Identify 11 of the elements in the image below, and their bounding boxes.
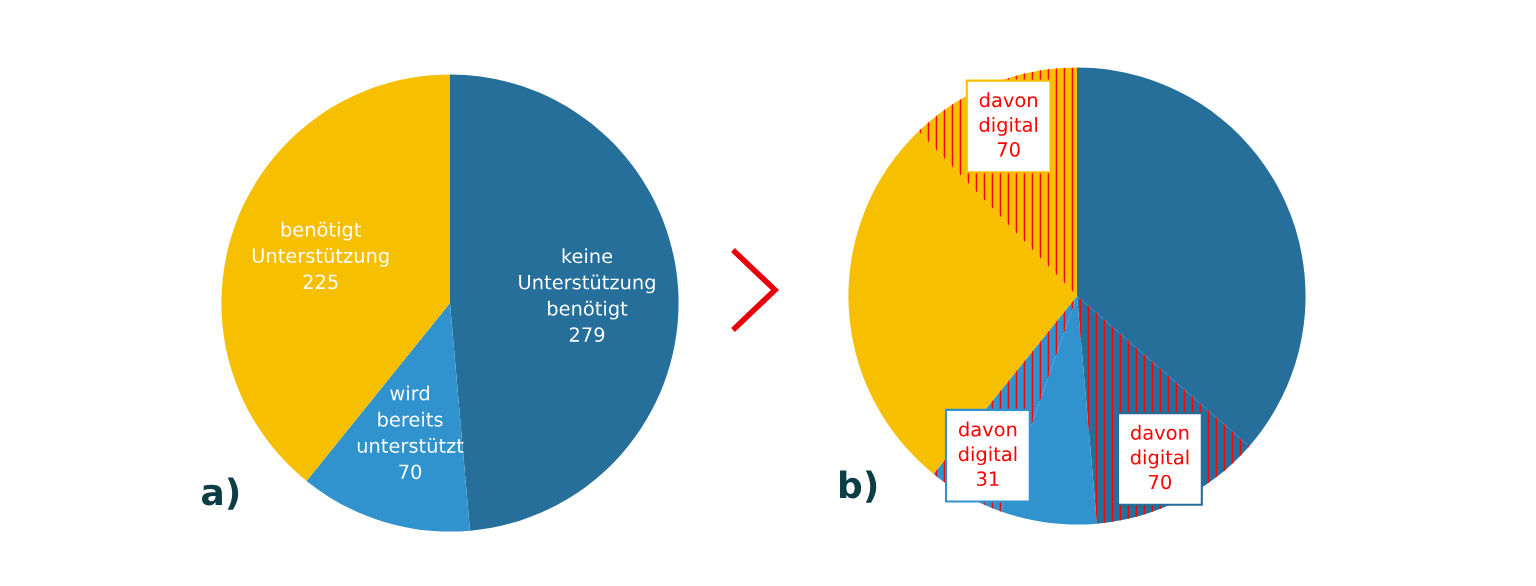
- data-label: 70: [399, 464, 422, 480]
- slice-label: wird bereits unterstützt: [357, 385, 464, 453]
- data-label: davon digital 70: [1130, 424, 1189, 490]
- slice-label: benötigt Unterstützung: [252, 221, 389, 267]
- text: a): [201, 477, 239, 510]
- data-label: davon digital 70: [979, 92, 1038, 157]
- text: b): [840, 470, 877, 503]
- data-label: 225: [303, 274, 338, 290]
- data-label: davon digital 31: [958, 421, 1017, 487]
- slice-label: keine Unterstützung benötigt: [519, 248, 655, 320]
- data-label: 279: [569, 327, 605, 342]
